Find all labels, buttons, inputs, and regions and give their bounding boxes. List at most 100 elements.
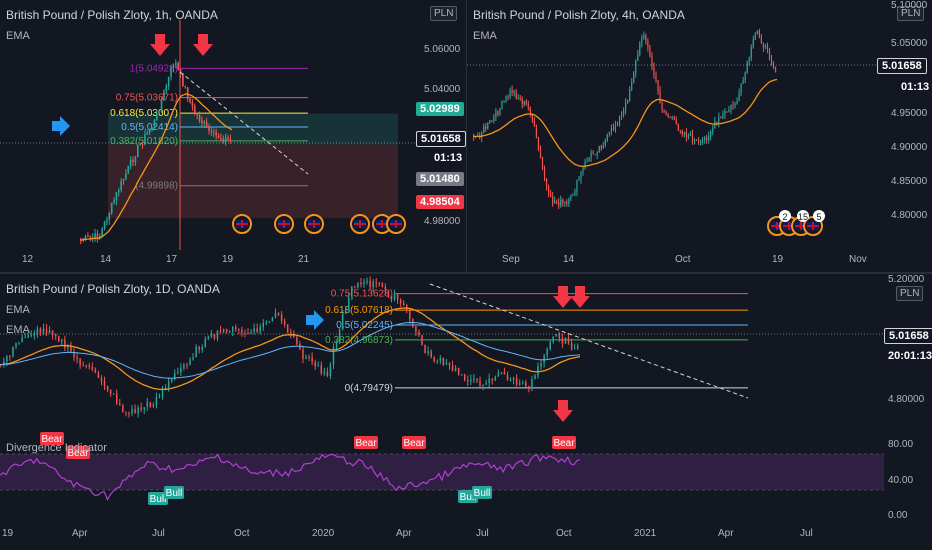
candle-1d-body [58, 336, 60, 342]
chart-1h-canvas[interactable]: 1(5.04928) 0.75(5.03671) 0.618(5.03007) 0.5… [0, 0, 466, 272]
price-tick: 5.20000 [888, 274, 925, 285]
date-tick: 12 [22, 254, 34, 265]
candle-1d-body [430, 351, 432, 358]
candle-4h-body [647, 41, 649, 48]
candle-1d-body [439, 358, 442, 361]
chart-1d-canvas[interactable]: 0.75(5.13628) 0.618(5.07618) 0.5(5.02245) 0… [0, 274, 932, 550]
chart-1d-ema-label[interactable]: EMA [6, 304, 30, 316]
chart-panel-1d[interactable]: 0.75(5.13628) 0.618(5.07618) 0.5(5.02245) 0… [0, 274, 932, 550]
candle-1d-body [180, 367, 182, 373]
candle-1d-body [509, 379, 512, 381]
candle-1d-body [488, 378, 490, 384]
candle-4h-body [576, 179, 578, 192]
candle-4h-body [671, 117, 673, 119]
candle-4h-body [651, 56, 653, 67]
candle-4h-body [732, 104, 734, 106]
candle-4h-body [550, 193, 552, 197]
candle-4h-body [693, 139, 696, 143]
candle-1d-body [436, 360, 439, 362]
candle-1d-body [155, 397, 158, 405]
candle-4h-body [580, 172, 582, 180]
candle-1d-body [61, 339, 63, 342]
fib-label: 0.382(4.96873) [325, 335, 393, 346]
candle-1d-body [540, 362, 542, 367]
candle-4h-body [491, 120, 493, 122]
date-tick: 2020 [312, 528, 335, 539]
candle-1d-body [442, 358, 445, 365]
candle-4h-body [631, 82, 633, 90]
chart-1d-currency[interactable]: PLN [896, 286, 924, 301]
candle-4h-body [541, 156, 544, 168]
ema-line-1h [80, 93, 233, 241]
last-price-tag: 5.01658 [416, 131, 466, 147]
candle-1d-body [326, 371, 329, 376]
candle-1d-body [238, 329, 240, 331]
price-tag-mid: 5.01480 [416, 172, 464, 186]
candle-1d-body [311, 357, 313, 363]
candle-4h-body [503, 100, 505, 102]
candle-1d-body [210, 334, 213, 337]
panel-divider-vertical[interactable] [466, 0, 467, 272]
price-tick: 4.98000 [424, 216, 461, 227]
candle-1d-body [387, 290, 390, 297]
candle-1d-body [399, 299, 402, 304]
candle-1d-body [91, 366, 94, 370]
candle-1d-body [216, 330, 219, 339]
candle-1h-body [118, 190, 120, 193]
candle-1d-body [366, 280, 368, 282]
candle-4h-body [570, 195, 572, 200]
chart-panel-1h[interactable]: 1(5.04928) 0.75(5.03671) 0.618(5.03007) 0.5… [0, 0, 466, 272]
candle-4h-body [689, 134, 692, 136]
candle-1d-body [323, 371, 326, 374]
candle-1d-body [546, 349, 548, 356]
candle-1d-body [125, 411, 127, 413]
candle-1d-body [479, 380, 481, 387]
osc-tick: 0.00 [888, 510, 908, 521]
candle-1d-body [33, 333, 36, 336]
candle-4h-body [594, 154, 596, 156]
candle-4h-body [564, 201, 566, 203]
candle-4h-body [539, 149, 542, 157]
chart-1d-ema-label-2[interactable]: EMA [6, 324, 30, 336]
candle-1d-body [143, 407, 145, 410]
candle-1d-body [576, 345, 579, 349]
candle-1d-body [329, 364, 332, 376]
candle-1h-body [132, 159, 134, 162]
bear-label-bg [402, 436, 426, 449]
red-arrow-down [150, 34, 170, 56]
price-tag-upper: 5.02989 [416, 102, 464, 116]
candle-4h-body [639, 42, 641, 55]
candle-4h-body [582, 167, 584, 173]
event-badge [779, 210, 791, 222]
candle-1h-body [144, 134, 146, 145]
bear-label: Bear [403, 438, 425, 449]
candle-1d-body [268, 321, 271, 323]
candle-4h-body [588, 157, 590, 162]
candle-1d-body [418, 331, 420, 336]
candle-1h-body [84, 235, 87, 240]
candle-1h-body [189, 98, 191, 102]
chart-4h-ema-label[interactable]: EMA [473, 30, 497, 42]
candle-1d-body [500, 372, 503, 374]
oscillator-title[interactable]: Divergence Indicator [6, 442, 107, 454]
candle-1d-body [198, 346, 200, 350]
panel-divider-horizontal[interactable] [0, 272, 932, 274]
chart-1h-currency[interactable]: PLN [430, 6, 458, 21]
fib-label: 0.382(5.01820) [110, 136, 178, 147]
chart-panel-4h[interactable]: 2 15 5 British Pound / Polish Zloty, 4h, O… [467, 0, 932, 272]
candle-1d-body [45, 328, 48, 334]
candle-4h-body [511, 89, 513, 93]
candle-4h-body [663, 110, 665, 113]
candle-4h-body [768, 48, 771, 60]
chart-4h-currency[interactable]: PLN [897, 6, 925, 21]
fib-label: (4.99898) [135, 181, 178, 192]
chart-1h-ema-label[interactable]: EMA [6, 30, 30, 42]
candle-4h-body [608, 131, 610, 135]
candle-4h-body [521, 98, 523, 105]
candle-4h-body [586, 161, 588, 163]
candle-1d-body [241, 329, 243, 334]
candle-4h-body [598, 145, 600, 153]
chart-4h-canvas[interactable]: 2 15 5 [467, 0, 932, 272]
candle-4h-body [772, 65, 775, 69]
candle-1d-body [247, 333, 249, 335]
